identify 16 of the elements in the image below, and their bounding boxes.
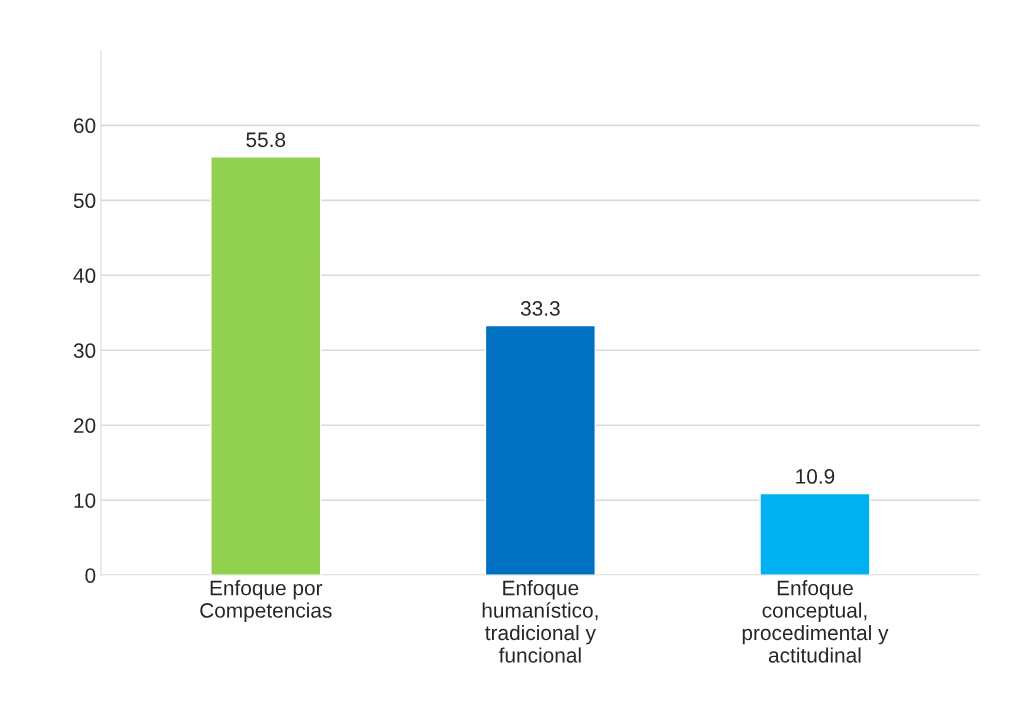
bar	[210, 156, 322, 576]
data-label: 10.9	[796, 469, 835, 484]
y-tick-label: 40	[73, 268, 96, 284]
data-label: 33.3	[520, 301, 560, 316]
bar	[484, 324, 596, 576]
y-tick-label: 20	[74, 418, 96, 433]
y-tick-label: 30	[73, 343, 96, 359]
y-tick-label: 0	[85, 568, 96, 583]
bar	[759, 492, 871, 576]
y-tick-label: 10	[74, 493, 96, 508]
y-tick-label: 60	[74, 118, 96, 134]
y-tick-label: 50	[73, 193, 96, 209]
x-tick-label: Enfoque humanístico, tradicional y funcional	[482, 580, 598, 663]
x-tick-label: Enfoque por Competencias	[200, 580, 332, 622]
x-tick-label: Enfoque conceptual, procedimental y actitudinal	[742, 580, 889, 663]
data-label: 55.8	[246, 132, 286, 148]
